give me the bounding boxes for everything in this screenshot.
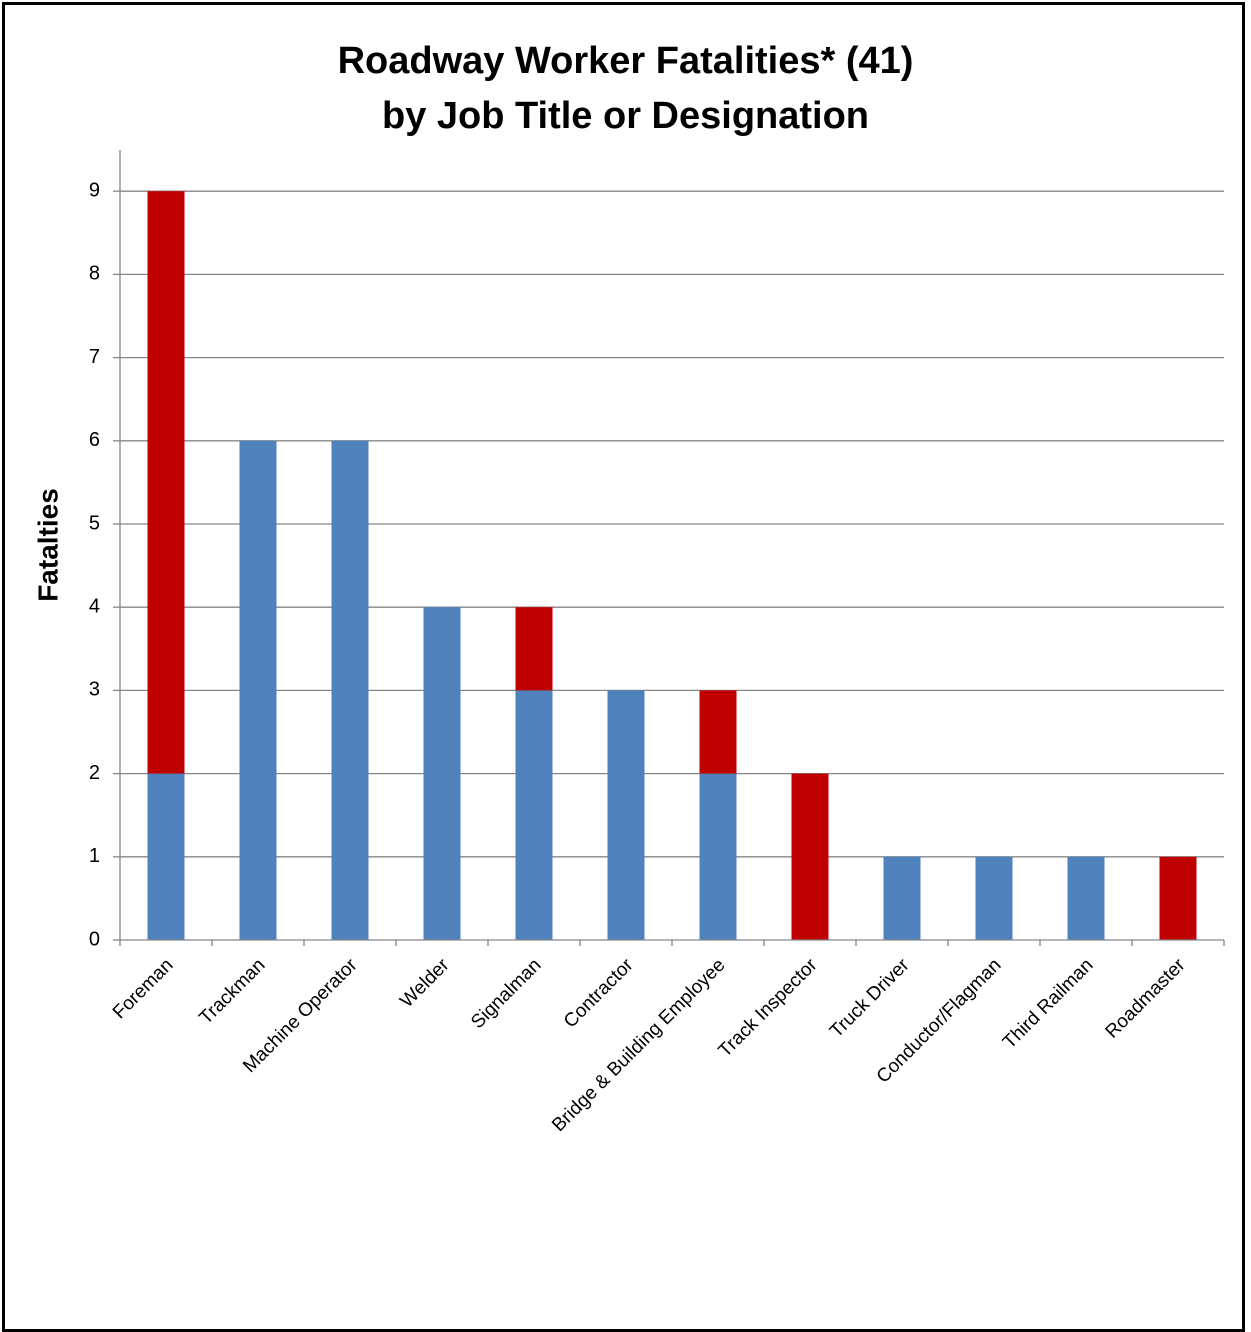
bar-segment xyxy=(791,773,829,940)
bar-segment xyxy=(147,191,185,774)
axes xyxy=(113,150,1225,946)
y-tick-label: 6 xyxy=(89,429,100,451)
y-tick-label: 4 xyxy=(89,595,100,617)
bar-segment xyxy=(883,856,921,940)
y-axis-label: Fatalties xyxy=(32,488,63,602)
x-tick-label: Contractor xyxy=(560,954,638,1032)
grid-lines xyxy=(120,190,1224,858)
bar-segment xyxy=(975,856,1013,940)
bar-segment xyxy=(1159,856,1197,940)
bars xyxy=(147,191,1197,940)
bar-segment xyxy=(1067,856,1105,940)
bar-segment xyxy=(147,773,185,940)
bar-segment xyxy=(515,607,553,691)
x-tick-label: Track Inspector xyxy=(715,954,822,1061)
y-tick-label: 2 xyxy=(89,762,100,784)
bar-segment xyxy=(423,607,461,940)
bar-segment xyxy=(699,773,737,940)
bar-segment xyxy=(699,690,737,774)
y-tick-label: 8 xyxy=(89,263,100,285)
x-tick-label: Trackman xyxy=(195,955,269,1029)
bar-segment xyxy=(239,440,277,940)
x-tick-label: Signalman xyxy=(467,955,545,1033)
x-tick-label: Third Railman xyxy=(999,955,1097,1053)
y-tick-label: 7 xyxy=(89,346,100,368)
y-tick-label: 3 xyxy=(89,679,100,701)
x-tick-label: Truck Driver xyxy=(826,954,914,1042)
bar-segment xyxy=(331,440,369,940)
x-tick-label: Welder xyxy=(396,954,454,1012)
x-tick-label: Foreman xyxy=(109,955,178,1024)
y-tick-label: 1 xyxy=(89,845,100,867)
chart-title-line-2: by Job Title or Designation xyxy=(381,95,870,137)
chart-title-line-1: Roadway Worker Fatalities* (41) xyxy=(337,40,914,82)
bar-segment xyxy=(515,690,553,940)
y-tick-label: 0 xyxy=(89,928,100,950)
y-tick-label: 9 xyxy=(89,179,100,201)
x-tick-label: Bridge & Building Employee xyxy=(548,955,729,1136)
y-tick-label: 5 xyxy=(89,512,100,534)
bar-segment xyxy=(607,690,645,940)
x-tick-label: Roadmaster xyxy=(1102,954,1191,1043)
